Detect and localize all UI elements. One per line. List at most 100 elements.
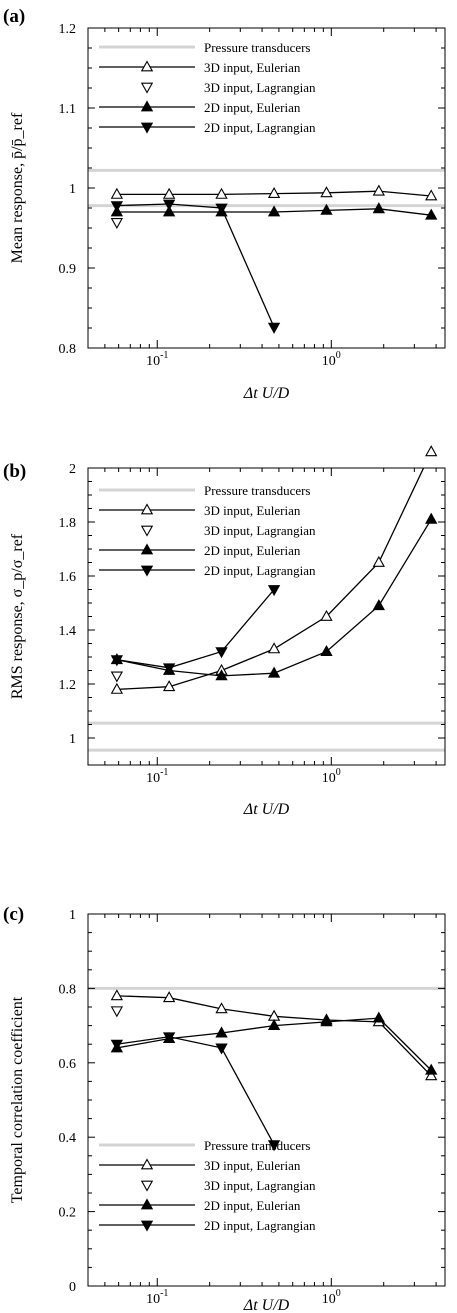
legend-marker <box>140 1220 154 1232</box>
legend: Pressure transducers 3D input, Eulerian 3D… <box>99 483 316 578</box>
y-tick-label: 1.4 <box>59 624 77 639</box>
y-tick-label: 0.8 <box>59 342 77 357</box>
legend-label: 3D input, Lagrangian <box>204 523 316 538</box>
x-tick-label: 10-1 <box>146 767 168 786</box>
legend-marker <box>140 543 154 555</box>
panel-label: (b) <box>3 461 26 482</box>
data-point <box>215 1026 228 1038</box>
x-axis-title: Δt U/D <box>243 1297 290 1313</box>
data-point <box>162 187 176 199</box>
data-point <box>110 1006 124 1018</box>
data-point <box>267 585 281 597</box>
legend-marker <box>140 565 154 577</box>
y-tick-label: 1.2 <box>59 678 77 693</box>
data-point <box>425 1063 438 1075</box>
data-point <box>320 186 333 198</box>
chart-panel-b: 1 1.2 1.4 1.6 1.8 2 10-1 100 Δt U/D RMS response,… <box>3 445 446 818</box>
legend-marker <box>140 525 154 537</box>
data-point <box>110 655 124 667</box>
data-point <box>162 199 176 211</box>
data-point <box>372 1011 385 1023</box>
data-point <box>320 203 333 215</box>
data-point <box>110 682 124 694</box>
data-point <box>425 1069 438 1081</box>
data-point <box>267 1018 281 1030</box>
legend-label: 2D input, Eulerian <box>204 1198 301 1213</box>
legend-label: Pressure transducers <box>204 483 311 498</box>
y-tick-label: 1.8 <box>59 516 77 531</box>
series-line <box>116 1036 275 1145</box>
data-point <box>425 189 438 201</box>
legend-label: Pressure transducers <box>204 40 311 55</box>
legend-label: 3D input, Lagrangian <box>204 1178 316 1193</box>
data-point <box>162 680 176 692</box>
legend-label: Pressure transducers <box>204 1138 311 1153</box>
legend-marker <box>140 82 154 94</box>
y-axis-title: Mean response, p̄/p̄_ref <box>9 112 26 263</box>
legend-label: 3D input, Lagrangian <box>204 80 316 95</box>
series-line <box>116 995 432 1077</box>
legend: Pressure transducers 3D input, Eulerian 3D… <box>99 40 316 135</box>
y-tick-label: 0.4 <box>59 1131 77 1146</box>
legend-label: 2D input, Eulerian <box>204 543 301 558</box>
data-point <box>267 666 281 678</box>
legend-marker <box>140 1180 154 1192</box>
data-point <box>372 184 385 196</box>
data-point <box>372 599 385 611</box>
x-tick-label: 100 <box>322 767 341 786</box>
legend-marker <box>140 60 154 72</box>
legend-label: 2D input, Lagrangian <box>204 120 316 135</box>
data-point <box>110 187 124 199</box>
data-point <box>267 205 281 217</box>
data-point <box>215 187 228 199</box>
data-point <box>267 186 281 198</box>
y-axis-title: RMS response, σ_p/σ_ref <box>9 533 26 699</box>
data-point <box>320 1015 333 1027</box>
data-point <box>162 1032 176 1044</box>
y-tick-label: 0.6 <box>59 1057 77 1072</box>
panel-label: (c) <box>3 904 24 925</box>
panel-label: (a) <box>3 6 25 27</box>
x-tick-label: 10-1 <box>146 1288 168 1307</box>
y-axis-title: Temporal correlation coefficient <box>9 996 26 1203</box>
x-tick-label: 100 <box>322 350 341 369</box>
data-point <box>267 1140 281 1152</box>
data-point <box>320 609 333 621</box>
data-point <box>215 647 228 659</box>
data-point <box>267 642 281 654</box>
series-line <box>116 203 275 328</box>
data-point <box>425 445 438 457</box>
y-tick-label: 2 <box>69 462 76 477</box>
chart-panel-c: 0 0.2 0.4 0.6 0.8 1 10-1 100 Δt U/D Temporal corr… <box>3 904 446 1313</box>
y-tick-label: 1 <box>69 182 76 197</box>
y-tick-label: 0 <box>69 1280 76 1295</box>
y-tick-label: 1.1 <box>59 102 77 117</box>
data-point <box>110 989 124 1001</box>
y-tick-label: 1.6 <box>59 570 77 585</box>
series-line <box>116 589 275 669</box>
legend-label: 3D input, Eulerian <box>204 1158 301 1173</box>
plot-frame <box>87 27 446 349</box>
legend-label: 2D input, Lagrangian <box>204 1218 316 1233</box>
y-tick-label: 0.8 <box>59 982 77 997</box>
data-point <box>162 991 176 1003</box>
legend-label: 2D input, Eulerian <box>204 100 301 115</box>
data-point <box>215 669 228 681</box>
legend-marker <box>140 100 154 112</box>
y-tick-label: 0.9 <box>59 262 77 277</box>
x-axis-title: Δt U/D <box>243 385 290 402</box>
data-point <box>110 201 124 213</box>
data-point <box>110 671 124 683</box>
data-point <box>162 205 176 217</box>
legend-marker <box>140 1158 154 1170</box>
legend-label: 3D input, Eulerian <box>204 503 301 518</box>
data-point <box>215 1002 228 1014</box>
data-point <box>215 1043 228 1055</box>
x-tick-label: 10-1 <box>146 350 168 369</box>
x-tick-label: 100 <box>322 1288 341 1307</box>
data-point <box>425 208 438 220</box>
legend-label: 2D input, Lagrangian <box>204 563 316 578</box>
legend-label: 3D input, Eulerian <box>204 60 301 75</box>
y-tick-label: 0.2 <box>59 1206 77 1221</box>
chart-panel-a: 0.8 0.9 1 1.1 1.2 10-1 100 Δt U/D Mean response,… <box>3 6 446 402</box>
